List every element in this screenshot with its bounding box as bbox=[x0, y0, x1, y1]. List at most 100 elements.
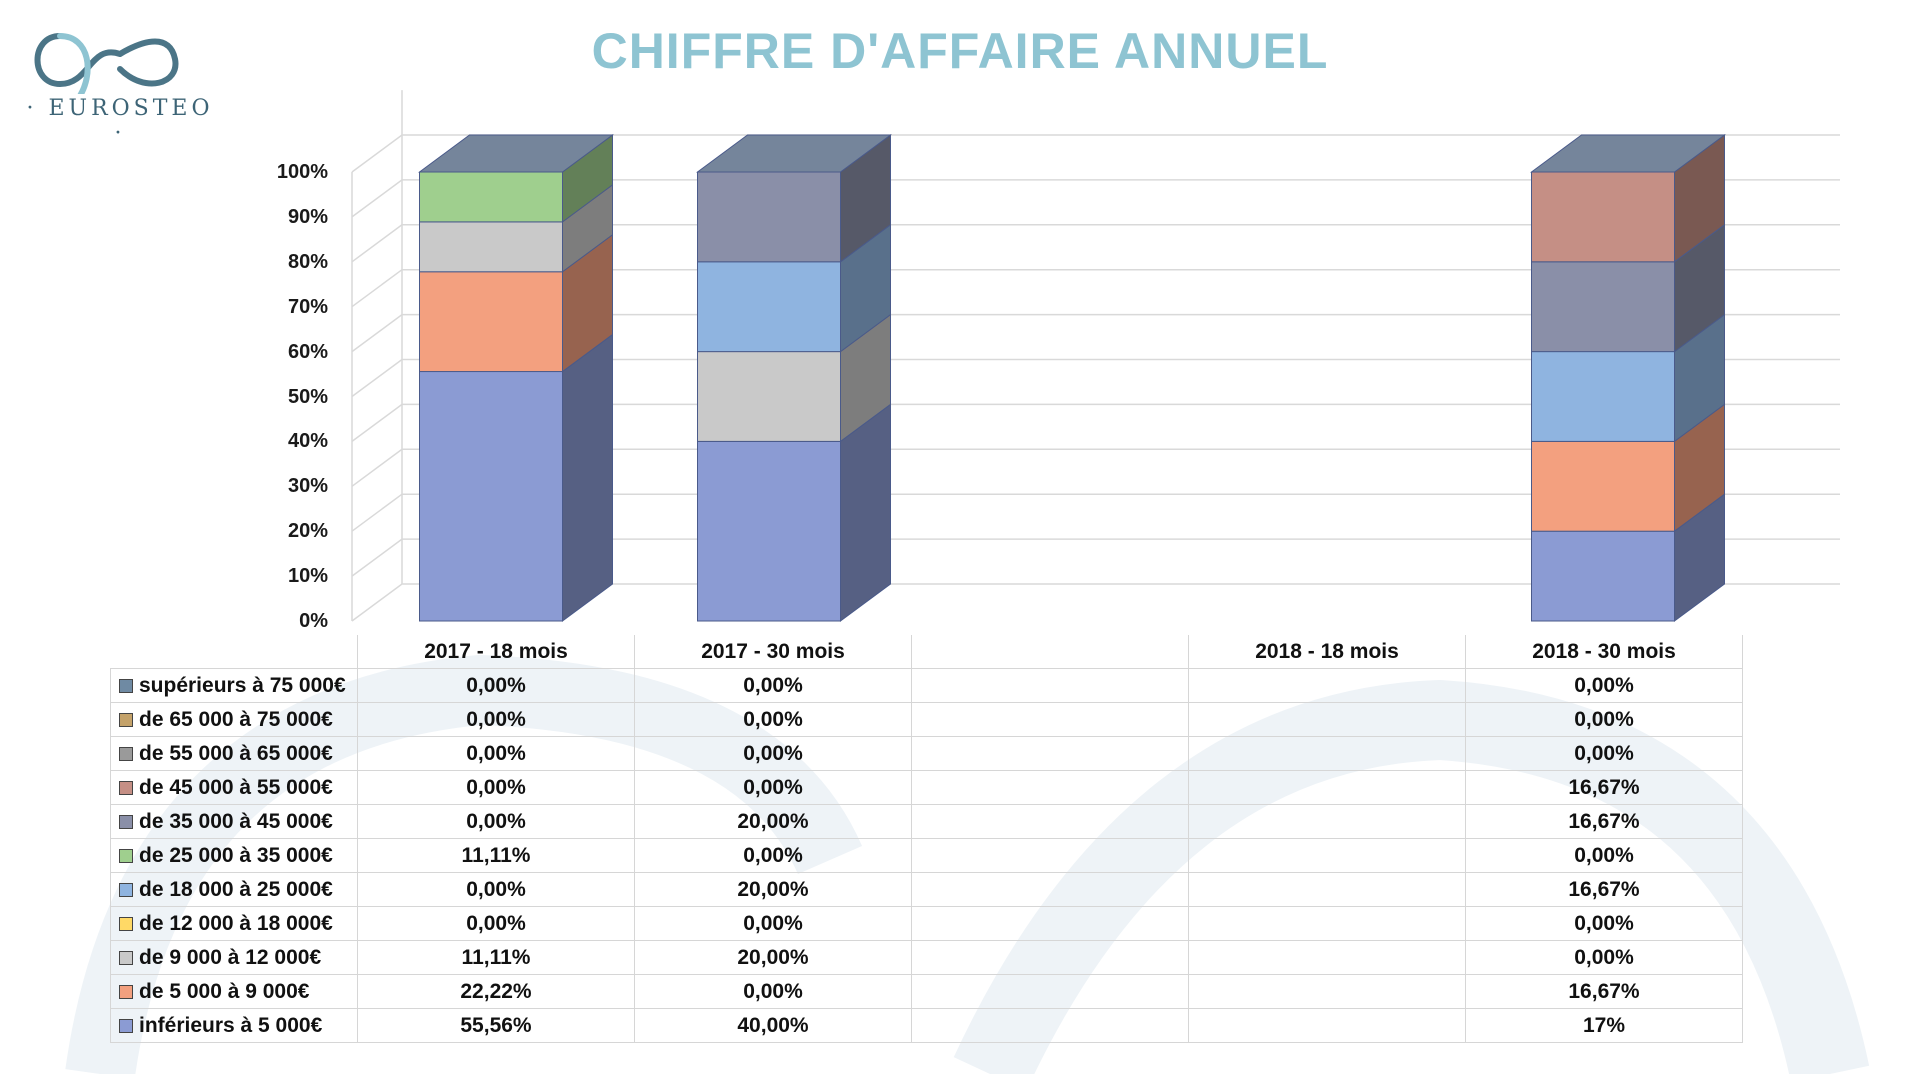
data-cell: 40,00% bbox=[634, 1008, 912, 1043]
y-tick-label: 10% bbox=[287, 565, 328, 588]
table-row: de 5 000 à 9 000€ 22,22% 0,00% 16,67% bbox=[110, 974, 1743, 1009]
data-cell: 20,00% bbox=[634, 804, 912, 839]
legend-swatch bbox=[119, 882, 133, 897]
series-name: de 12 000 à 18 000€ bbox=[139, 911, 333, 935]
data-cell: 0,00% bbox=[357, 804, 635, 839]
data-cell: 0,00% bbox=[357, 770, 635, 805]
stacked-bar-chart bbox=[351, 90, 1840, 622]
bar-segment bbox=[697, 351, 841, 442]
series-label: de 35 000 à 45 000€ bbox=[110, 804, 358, 839]
gridline bbox=[351, 268, 1840, 308]
column-header: 2018 - 30 mois bbox=[1465, 635, 1743, 669]
gridline bbox=[351, 224, 1840, 263]
series-label: de 25 000 à 35 000€ bbox=[110, 838, 358, 873]
series-name: de 9 000 à 12 000€ bbox=[139, 945, 322, 969]
data-cell bbox=[1188, 804, 1466, 839]
data-cell bbox=[911, 736, 1189, 771]
gridline bbox=[351, 358, 1840, 398]
y-tick-label: 20% bbox=[287, 520, 328, 543]
data-cell bbox=[911, 702, 1189, 737]
data-cell: 0,00% bbox=[634, 668, 912, 703]
data-cell bbox=[1188, 1008, 1466, 1043]
table-header-row: 2017 - 18 mois 2017 - 30 mois 2018 - 18 mo… bbox=[110, 635, 1743, 669]
data-cell bbox=[911, 872, 1189, 907]
chart-title: CHIFFRE D'AFFAIRE ANNUEL bbox=[591, 23, 1329, 79]
data-cell: 0,00% bbox=[1465, 838, 1743, 873]
series-label: de 55 000 à 65 000€ bbox=[110, 736, 358, 771]
bar-segment bbox=[1531, 171, 1675, 263]
data-cell: 0,00% bbox=[1465, 668, 1743, 703]
data-cell: 55,56% bbox=[357, 1008, 635, 1043]
table-row: inférieurs à 5 000€ 55,56% 40,00% 17% bbox=[110, 1008, 1743, 1043]
bar-segment bbox=[1531, 530, 1675, 622]
series-name: supérieurs à 75 000€ bbox=[139, 673, 346, 697]
column-header: 2017 - 30 mois bbox=[634, 635, 912, 669]
series-label: de 65 000 à 75 000€ bbox=[110, 702, 358, 737]
series-label: supérieurs à 75 000€ bbox=[110, 668, 358, 703]
data-cell bbox=[911, 668, 1189, 703]
data-cell: 20,00% bbox=[634, 940, 912, 975]
bar-segment bbox=[419, 371, 563, 622]
data-cell bbox=[1188, 838, 1466, 873]
table-row: de 45 000 à 55 000€ 0,00% 0,00% 16,67% bbox=[110, 770, 1743, 805]
data-cell: 16,67% bbox=[1465, 974, 1743, 1009]
data-cell: 0,00% bbox=[357, 668, 635, 703]
legend-swatch bbox=[119, 746, 133, 761]
chart-bars bbox=[417, 134, 1727, 622]
legend-swatch bbox=[119, 712, 133, 727]
bar-segment bbox=[697, 171, 841, 263]
series-name: inférieurs à 5 000€ bbox=[139, 1013, 323, 1037]
data-cell bbox=[1188, 668, 1466, 703]
data-cell bbox=[1188, 940, 1466, 975]
series-name: de 35 000 à 45 000€ bbox=[139, 809, 333, 833]
table-row: de 35 000 à 45 000€ 0,00% 20,00% 16,67% bbox=[110, 804, 1743, 839]
y-tick-label: 70% bbox=[287, 295, 328, 318]
data-cell bbox=[1188, 906, 1466, 941]
data-cell: 0,00% bbox=[634, 736, 912, 771]
data-cell: 16,67% bbox=[1465, 872, 1743, 907]
data-cell: 0,00% bbox=[357, 736, 635, 771]
series-label: de 45 000 à 55 000€ bbox=[110, 770, 358, 805]
series-name: de 45 000 à 55 000€ bbox=[139, 775, 333, 799]
series-label: de 9 000 à 12 000€ bbox=[110, 940, 358, 975]
series-label: inférieurs à 5 000€ bbox=[110, 1008, 358, 1043]
data-cell bbox=[911, 1008, 1189, 1043]
series-name: de 55 000 à 65 000€ bbox=[139, 741, 333, 765]
gridline bbox=[351, 493, 1840, 532]
series-name: de 18 000 à 25 000€ bbox=[139, 877, 333, 901]
legend-swatch bbox=[119, 1018, 133, 1033]
data-cell: 0,00% bbox=[1465, 940, 1743, 975]
series-name: de 65 000 à 75 000€ bbox=[139, 707, 333, 731]
data-cell: 0,00% bbox=[1465, 702, 1743, 737]
data-cell: 0,00% bbox=[1465, 736, 1743, 771]
data-cell bbox=[1188, 770, 1466, 805]
data-cell: 0,00% bbox=[634, 838, 912, 873]
bar-top bbox=[1529, 134, 1727, 173]
y-tick-label: 100% bbox=[276, 161, 328, 183]
chart-grid bbox=[351, 90, 1840, 622]
column-header: 2018 - 18 mois bbox=[1188, 635, 1466, 669]
table-row: de 55 000 à 65 000€ 0,00% 0,00% 0,00% bbox=[110, 736, 1743, 771]
data-cell: 0,00% bbox=[634, 702, 912, 737]
table-row: de 9 000 à 12 000€ 11,11% 20,00% 0,00% bbox=[110, 940, 1743, 975]
bar-segment bbox=[1531, 261, 1675, 353]
data-cell: 0,00% bbox=[634, 906, 912, 941]
bar-segment bbox=[419, 221, 563, 273]
y-tick-label: 0% bbox=[299, 610, 328, 632]
y-axis: 0% 10% 20% 30% 40% 50% 60% 70% 80% 90% 100% bbox=[276, 161, 328, 632]
data-cell bbox=[911, 906, 1189, 941]
data-cell: 0,00% bbox=[1465, 906, 1743, 941]
data-cell bbox=[1188, 702, 1466, 737]
table-row: de 25 000 à 35 000€ 11,11% 0,00% 0,00% bbox=[110, 838, 1743, 873]
series-label: de 12 000 à 18 000€ bbox=[110, 906, 358, 941]
table-corner bbox=[110, 635, 358, 669]
data-cell bbox=[911, 974, 1189, 1009]
gridline bbox=[351, 448, 1840, 487]
data-cell: 11,11% bbox=[357, 940, 635, 975]
table-row: de 12 000 à 18 000€ 0,00% 0,00% 0,00% bbox=[110, 906, 1743, 941]
logo-text: · EUROSTEO · bbox=[26, 96, 214, 146]
data-cell: 0,00% bbox=[357, 872, 635, 907]
data-cell: 16,67% bbox=[1465, 770, 1743, 805]
data-cell: 20,00% bbox=[634, 872, 912, 907]
y-tick-label: 80% bbox=[287, 250, 328, 273]
